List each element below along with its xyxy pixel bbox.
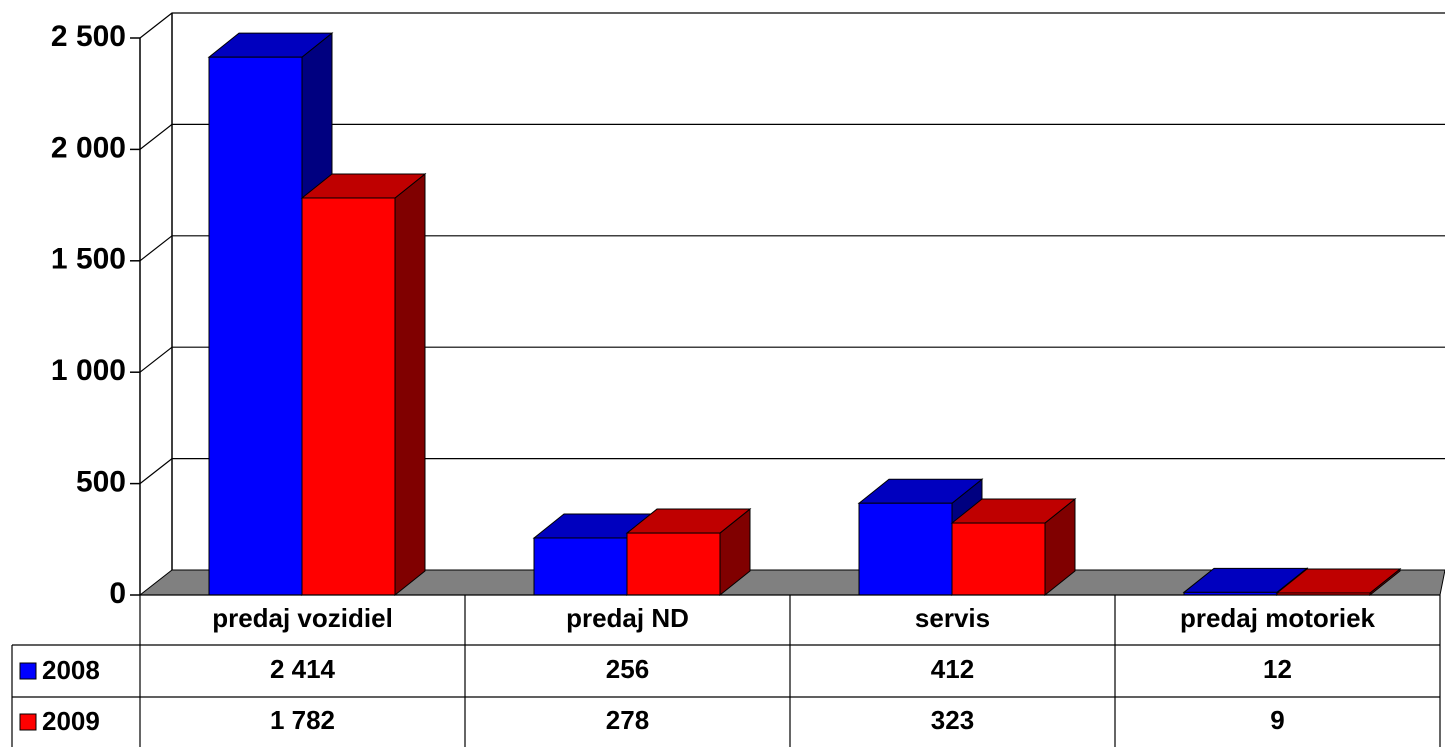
table-value: 412: [931, 654, 974, 684]
grid-line: [139, 123, 1445, 150]
category-label: predaj vozidiel: [212, 603, 393, 633]
y-tick-label: 1 500: [51, 243, 126, 276]
y-tick-label: 0: [109, 577, 126, 610]
y-tick-label: 2 000: [51, 131, 126, 164]
grid-line: [139, 235, 1445, 262]
bar-front: [208, 56, 303, 596]
y-tick-label: 1 000: [51, 354, 126, 387]
bar-side: [394, 172, 426, 597]
bar-front: [858, 502, 953, 596]
table-value: 256: [606, 654, 649, 684]
y-tick-label: 500: [76, 466, 126, 499]
bar: [300, 172, 427, 597]
legend-swatch: [19, 662, 37, 680]
table-value: 9: [1270, 705, 1284, 735]
bar-front: [533, 537, 628, 596]
table-value: 278: [606, 705, 649, 735]
table-value: 1 782: [270, 705, 335, 735]
bar-front: [301, 197, 396, 596]
legend-swatch: [19, 713, 37, 731]
bar-front: [626, 532, 721, 596]
table-value: 323: [931, 705, 974, 735]
category-label: predaj motoriek: [1180, 603, 1376, 633]
bar: [950, 497, 1077, 597]
table-value: 12: [1263, 654, 1292, 684]
grid-line: [139, 12, 1445, 39]
legend-label: 2009: [42, 706, 100, 736]
table-value: 2 414: [270, 654, 336, 684]
y-tick-label: 2 500: [51, 20, 126, 53]
bar-front: [951, 522, 1046, 596]
category-label: predaj ND: [566, 603, 689, 633]
legend-label: 2008: [42, 655, 100, 685]
grid-line: [139, 458, 1445, 485]
grid-line: [139, 346, 1445, 373]
bar: [625, 508, 752, 597]
category-label: servis: [915, 603, 990, 633]
